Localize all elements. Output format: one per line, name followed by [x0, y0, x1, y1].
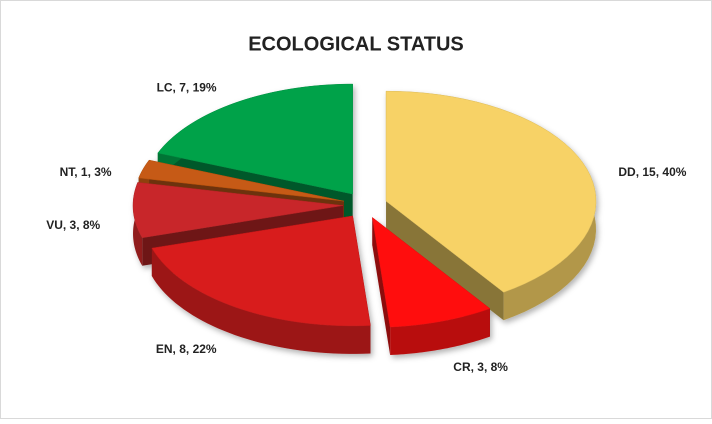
slice-side: [372, 217, 391, 356]
slice-top: [138, 159, 345, 202]
data-label: LC, 7, 19%: [157, 80, 217, 94]
chart-title: ECOLOGICAL STATUS: [248, 33, 464, 55]
slice-top: [151, 215, 371, 327]
slice-top: [157, 83, 353, 195]
slice-wall: [390, 308, 490, 356]
pie-slice: [151, 215, 371, 354]
pie-slice: [385, 90, 597, 321]
slice-wall: [151, 248, 371, 354]
pie: [132, 83, 597, 356]
data-label: EN, 8, 22%: [156, 342, 217, 356]
data-label: VU, 3, 8%: [46, 218, 100, 232]
data-label: CR, 3, 8%: [453, 360, 508, 374]
slice-top: [371, 216, 491, 328]
slice-side: [386, 201, 504, 321]
slice-top: [385, 90, 597, 293]
pie-slice: [371, 216, 491, 356]
slice-top: [132, 182, 344, 239]
data-label: NT, 1, 3%: [60, 165, 112, 179]
data-label: DD, 15, 40%: [618, 165, 686, 179]
